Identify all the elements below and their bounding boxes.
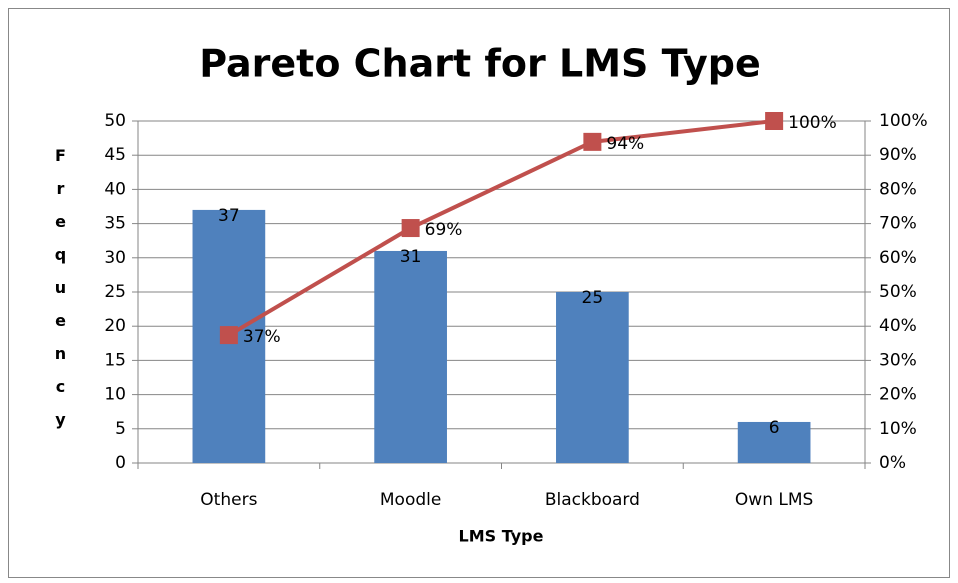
- x-tick-label: Own LMS: [735, 490, 813, 510]
- y-tick-label: 5: [115, 419, 126, 439]
- y2-tick-label: 70%: [879, 214, 917, 234]
- x-tick-label: Blackboard: [545, 490, 640, 510]
- y-tick-label: 30: [104, 248, 126, 268]
- line: [227, 119, 775, 337]
- x-axis-title: LMS Type: [459, 527, 544, 546]
- y2-tick-label: 90%: [879, 145, 917, 165]
- y-tick-label: 20: [104, 316, 126, 336]
- bar: [556, 292, 629, 463]
- y2-tick-label: 60%: [879, 248, 917, 268]
- y-tick-label: 10: [104, 385, 126, 405]
- y-tick-label: 15: [104, 350, 126, 370]
- line-value-label: 100%: [788, 113, 837, 133]
- line-marker: [765, 112, 784, 130]
- line-marker: [583, 132, 602, 151]
- bar-value-label: 37: [218, 206, 240, 226]
- y-tick-label: 25: [104, 282, 126, 302]
- x-tick-label: Others: [200, 490, 257, 510]
- bar: [374, 250, 447, 463]
- bar-value-label: 6: [769, 418, 780, 438]
- line-value-label: 69%: [425, 220, 463, 240]
- y2-tick-label: 50%: [879, 282, 917, 302]
- y2-tick-label: 20%: [879, 385, 917, 405]
- line-value-label: 94%: [606, 134, 644, 154]
- bar-value-label: 31: [400, 247, 422, 267]
- y2-tick-label: 10%: [879, 419, 917, 439]
- y2-tick-label: 0%: [879, 453, 906, 473]
- y-tick-label: 50: [104, 111, 126, 131]
- line-marker: [219, 326, 238, 345]
- y-tick-label: 35: [104, 214, 126, 234]
- chart-title: Pareto Chart for LMS Type: [199, 42, 761, 86]
- y-tick-label: 40: [104, 179, 126, 199]
- line-marker: [401, 219, 420, 238]
- x-tick-label: Moodle: [380, 490, 441, 510]
- y2-tick-label: 80%: [879, 179, 917, 199]
- y-axis-title: Frequency: [51, 146, 70, 443]
- y2-tick-label: 40%: [879, 316, 917, 336]
- bar: [737, 421, 811, 463]
- y2-tick-label: 100%: [879, 111, 928, 131]
- bar-value-label: 25: [582, 288, 604, 308]
- y-tick-label: 45: [104, 145, 126, 165]
- y2-tick-label: 30%: [879, 350, 917, 370]
- line-value-label: 37%: [243, 327, 281, 347]
- y-tick-label: 0: [115, 453, 126, 473]
- chart-border: [8, 8, 950, 578]
